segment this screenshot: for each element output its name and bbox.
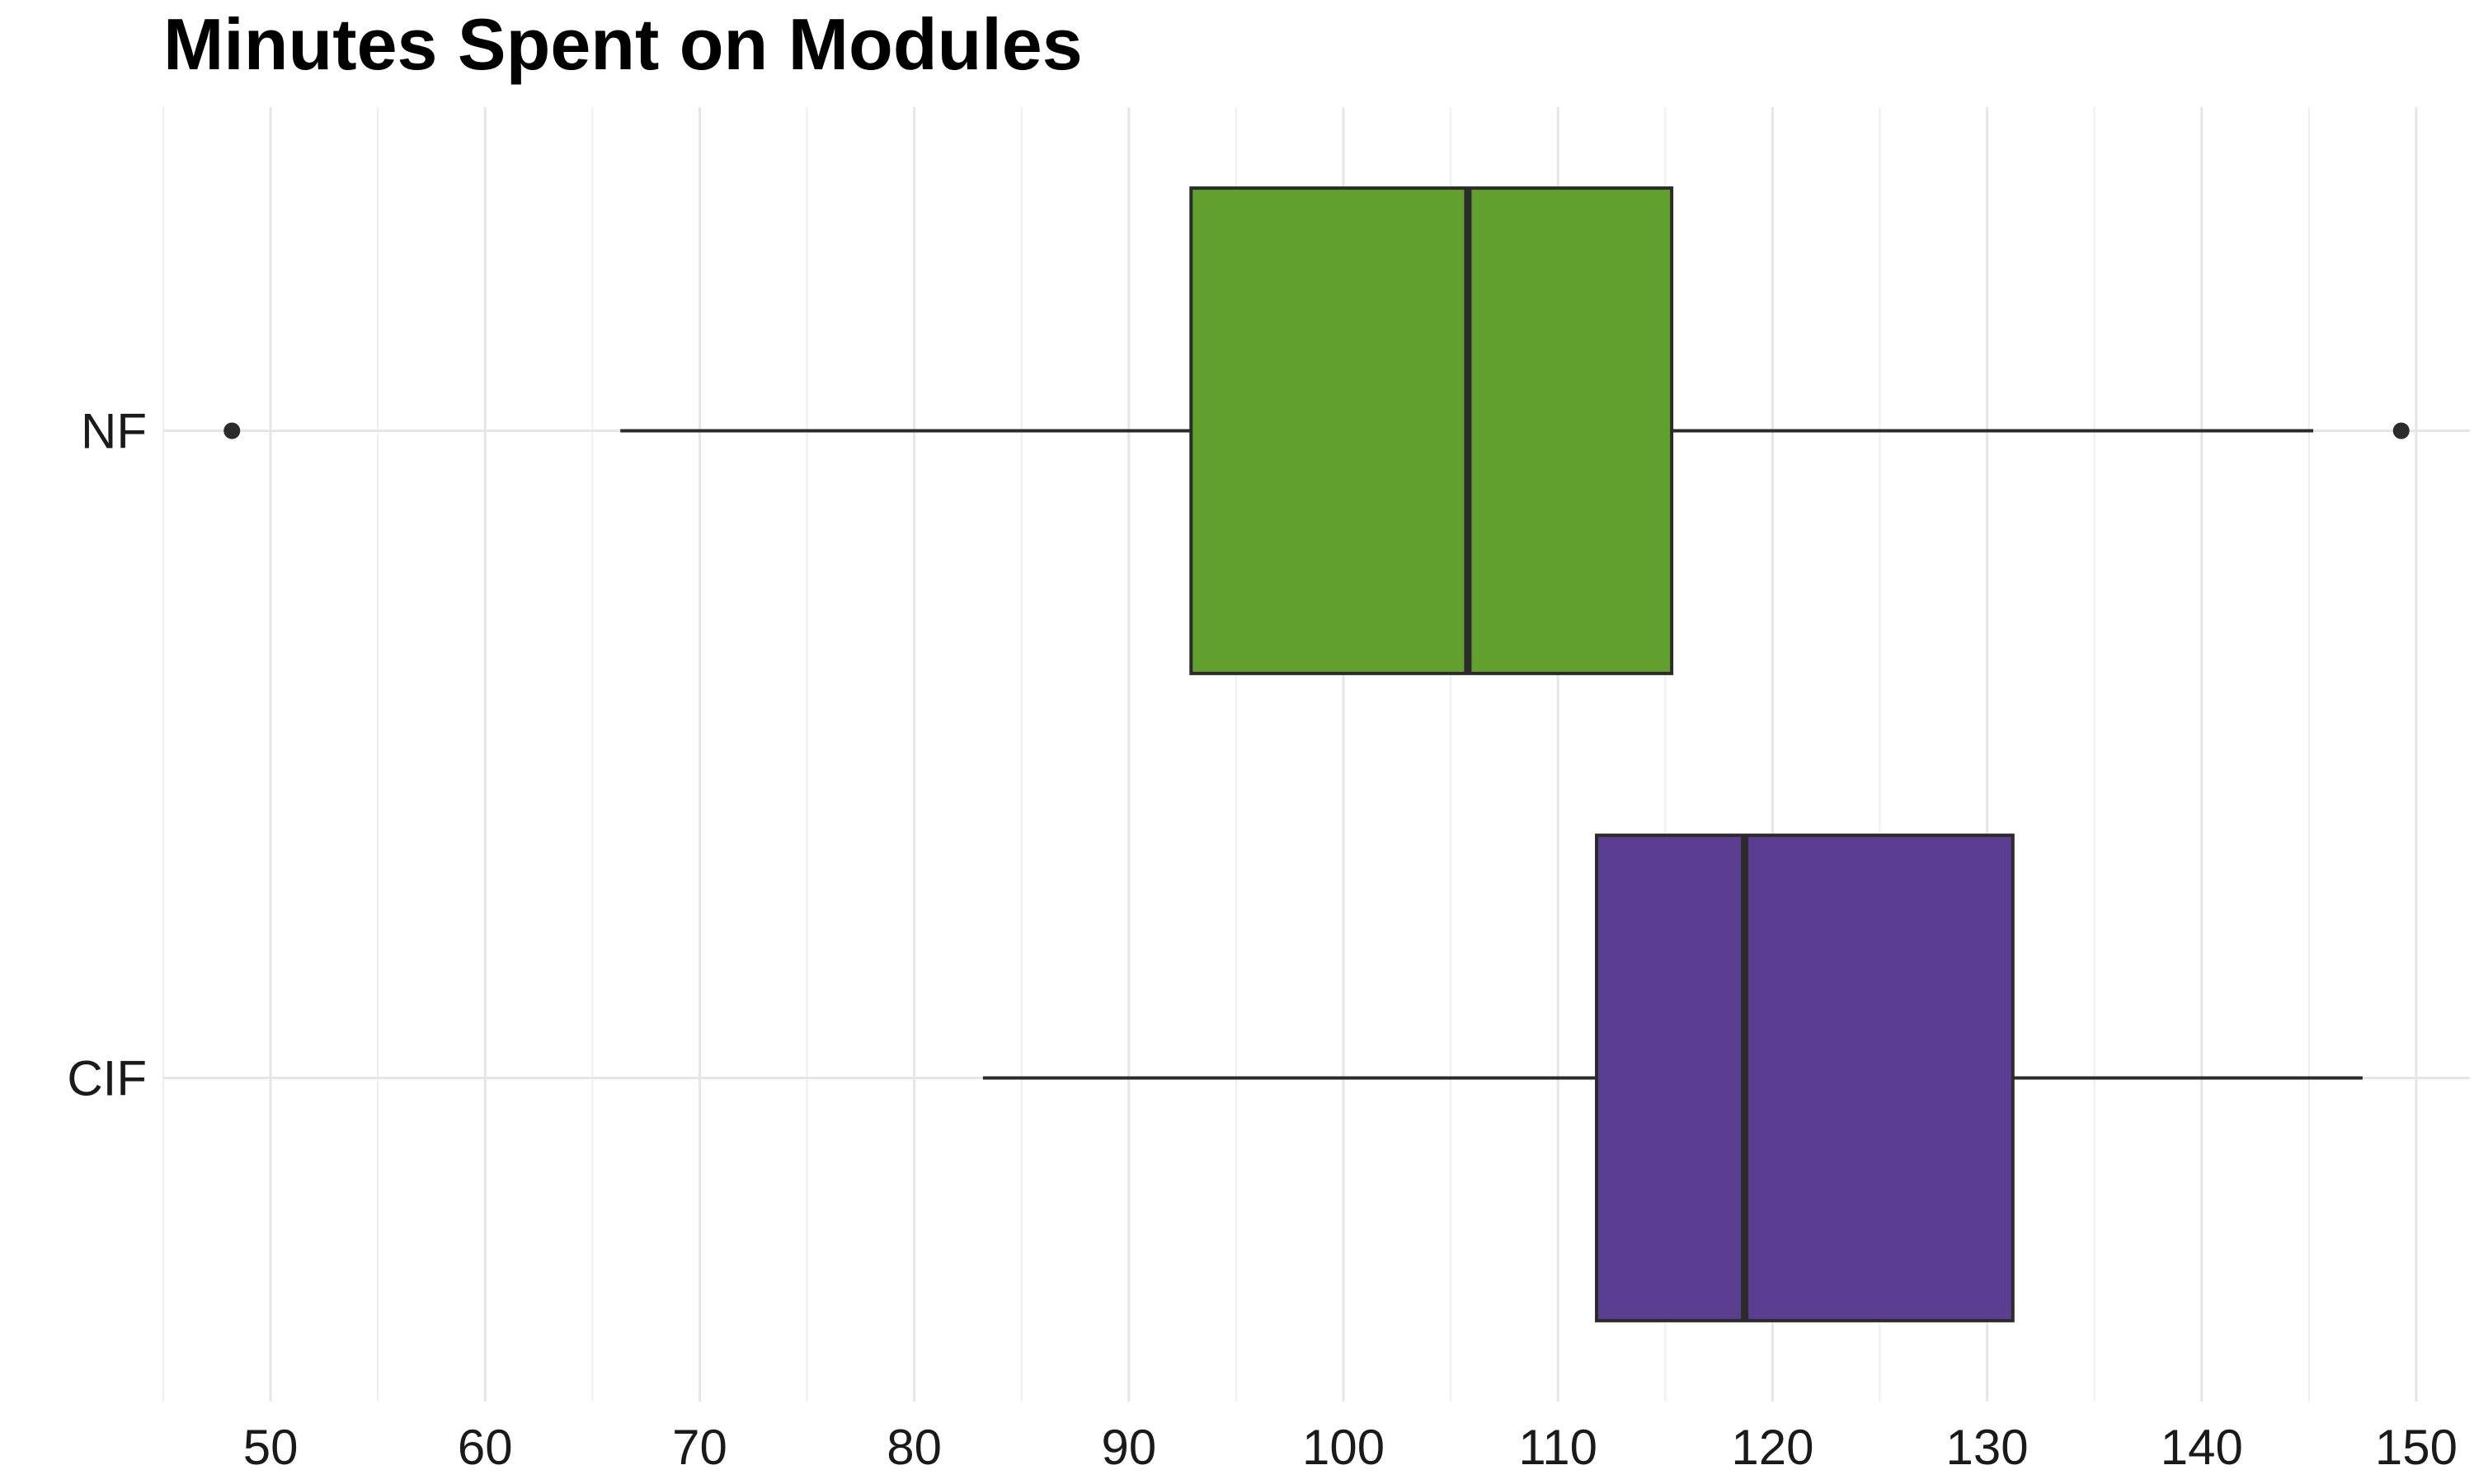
outlier-point	[2392, 422, 2410, 439]
iqr-box	[1189, 186, 1674, 675]
box-group-nf	[223, 186, 2410, 675]
x-tick-label: 110	[1518, 1420, 1597, 1475]
y-axis-tick-labels: NF CIF	[67, 404, 147, 1106]
box-group-cif	[982, 834, 2363, 1322]
x-tick-label: 80	[887, 1420, 942, 1475]
x-tick-label: 120	[1731, 1420, 1813, 1475]
x-tick-label: 130	[1946, 1420, 2029, 1475]
iqr-box	[1595, 834, 2015, 1322]
y-tick-label: NF	[81, 404, 147, 459]
x-tick-label: 90	[1101, 1420, 1156, 1475]
x-axis-tick-labels: 50 60 70 80 90 100 110 120 130 140 150	[243, 1420, 2458, 1475]
x-tick-label: 100	[1302, 1420, 1385, 1475]
x-tick-label: 60	[458, 1420, 513, 1475]
x-tick-label: 70	[672, 1420, 727, 1475]
x-tick-label: 50	[243, 1420, 299, 1475]
boxes	[223, 186, 2410, 1322]
x-tick-label: 150	[2375, 1420, 2458, 1475]
outlier-point	[223, 422, 241, 439]
x-tick-label: 140	[2161, 1420, 2243, 1475]
chart-title: Minutes Spent on Modules	[163, 3, 1083, 85]
y-tick-label: CIF	[67, 1051, 147, 1106]
